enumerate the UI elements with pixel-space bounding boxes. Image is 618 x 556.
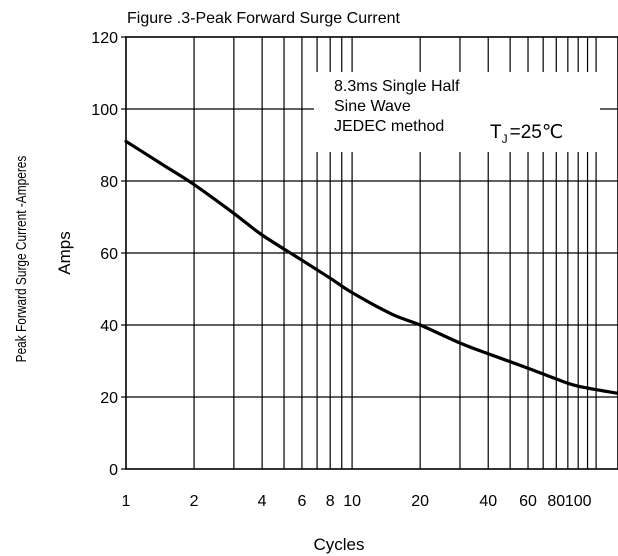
y-tick-label-60: 60	[100, 246, 118, 263]
x-tick-label-100: 100	[565, 493, 592, 510]
x-tick-label-10: 10	[343, 493, 361, 510]
x-tick-label-1: 1	[122, 493, 131, 510]
tj-subscript: J	[502, 132, 508, 146]
y-axis-outer-title: Peak Forward Surge Current -Amperes	[13, 155, 29, 362]
y-axis-title: Amps	[55, 231, 74, 274]
tj-symbol: T	[490, 122, 502, 143]
x-tick-label-6: 6	[297, 493, 306, 510]
annotation-line-2: Sine Wave	[334, 98, 411, 115]
y-tick-label-20: 20	[100, 390, 118, 407]
x-tick-label-8: 8	[326, 493, 335, 510]
x-tick-label-20: 20	[411, 493, 429, 510]
annotation-line-3: JEDEC method	[334, 118, 444, 135]
y-tick-label-80: 80	[100, 174, 118, 191]
y-tick-label-0: 0	[109, 462, 118, 479]
tj-value: =25℃	[510, 122, 564, 143]
chart-title: Figure .3-Peak Forward Surge Current	[127, 10, 401, 27]
surge-current-curve	[124, 139, 618, 395]
x-tick-label-80: 80	[547, 493, 565, 510]
x-axis-ticks: 1 2 4 6 8 10 20 40 60 80 100	[122, 493, 592, 510]
junction-temperature-label: TJ =25℃	[490, 122, 563, 146]
y-axis-ticks: 0 20 40 60 80 100 120	[91, 30, 126, 479]
y-tick-label-100: 100	[91, 102, 118, 119]
x-tick-label-2: 2	[190, 493, 199, 510]
annotation-line-1: 8.3ms Single Half	[334, 78, 460, 95]
y-tick-label-40: 40	[100, 318, 118, 335]
x-tick-label-4: 4	[258, 493, 267, 510]
annotation-box	[314, 72, 600, 152]
x-tick-label-60: 60	[519, 493, 537, 510]
y-tick-label-120: 120	[91, 30, 118, 47]
x-axis-title: Cycles	[313, 535, 364, 554]
x-tick-label-40: 40	[479, 493, 497, 510]
